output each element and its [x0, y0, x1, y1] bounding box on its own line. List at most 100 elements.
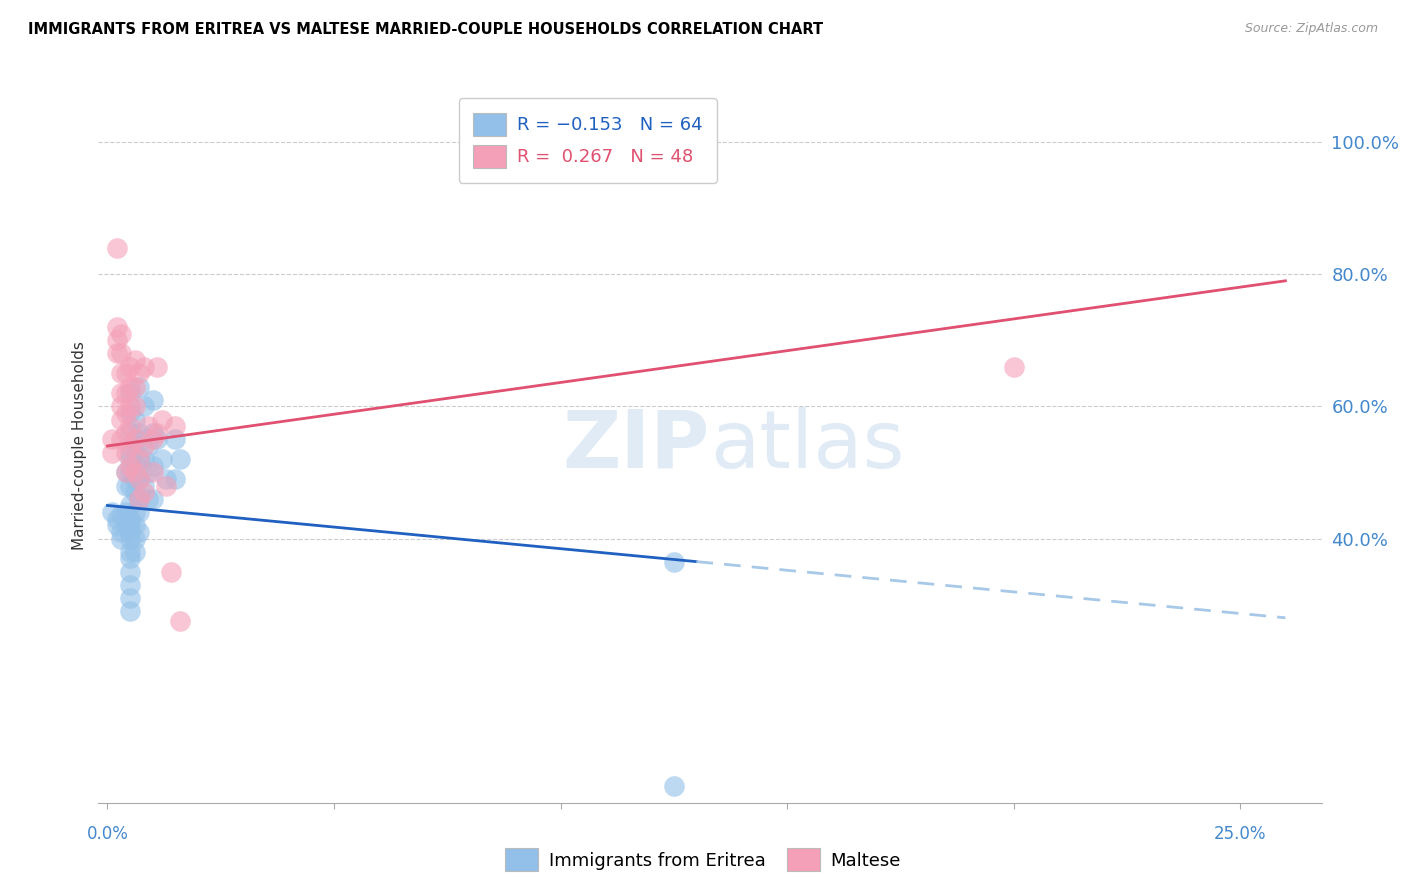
Point: [124, 353, 146, 368]
Point: [142, 433, 165, 447]
Point: [120, 604, 142, 618]
Legend: Immigrants from Eritrea, Maltese: Immigrants from Eritrea, Maltese: [498, 841, 908, 879]
Point: [136, 491, 159, 506]
Point: [105, 511, 128, 525]
Point: [132, 439, 155, 453]
Point: [124, 433, 146, 447]
Point: [132, 359, 155, 374]
Point: [128, 524, 150, 539]
Point: [120, 452, 142, 467]
Point: [114, 466, 136, 480]
Point: [120, 478, 142, 492]
Point: [110, 326, 132, 341]
Text: ZIP: ZIP: [562, 407, 710, 485]
Point: [165, 433, 187, 447]
Point: [124, 458, 146, 473]
Point: [128, 452, 150, 467]
Point: [128, 491, 150, 506]
Point: [120, 386, 142, 401]
Point: [142, 466, 165, 480]
Point: [136, 466, 159, 480]
Point: [110, 532, 132, 546]
Point: [120, 518, 142, 533]
Point: [128, 472, 150, 486]
Point: [1002, 359, 1025, 374]
Point: [128, 379, 150, 393]
Point: [114, 386, 136, 401]
Legend: R = −0.153   N = 64, R =  0.267   N = 48: R = −0.153 N = 64, R = 0.267 N = 48: [458, 98, 717, 183]
Point: [124, 412, 146, 426]
Point: [132, 400, 155, 414]
Point: [124, 485, 146, 500]
Point: [150, 452, 173, 467]
Point: [124, 505, 146, 519]
Point: [120, 545, 142, 559]
Point: [124, 545, 146, 559]
Point: [110, 524, 132, 539]
Point: [105, 333, 128, 347]
Point: [136, 419, 159, 434]
Point: [114, 367, 136, 381]
Point: [132, 452, 155, 467]
Point: [114, 505, 136, 519]
Point: [155, 472, 177, 486]
Point: [120, 425, 142, 440]
Point: [124, 518, 146, 533]
Point: [110, 508, 132, 523]
Point: [120, 379, 142, 393]
Point: [128, 425, 150, 440]
Point: [124, 379, 146, 393]
Point: [120, 499, 142, 513]
Point: [124, 400, 146, 414]
Point: [114, 425, 136, 440]
Point: [120, 439, 142, 453]
Y-axis label: Married-couple Households: Married-couple Households: [72, 342, 87, 550]
Point: [114, 478, 136, 492]
Point: [105, 241, 128, 255]
Point: [110, 412, 132, 426]
Point: [120, 565, 142, 579]
Point: [120, 419, 142, 434]
Point: [120, 406, 142, 420]
Point: [146, 433, 169, 447]
Point: [105, 346, 128, 360]
Point: [142, 425, 165, 440]
Point: [662, 555, 685, 569]
Point: [142, 458, 165, 473]
Point: [132, 485, 155, 500]
Text: Source: ZipAtlas.com: Source: ZipAtlas.com: [1244, 22, 1378, 36]
Point: [142, 392, 165, 407]
Point: [120, 532, 142, 546]
Point: [105, 518, 128, 533]
Point: [120, 400, 142, 414]
Point: [128, 452, 150, 467]
Text: atlas: atlas: [710, 407, 904, 485]
Point: [101, 445, 124, 459]
Point: [120, 466, 142, 480]
Point: [110, 386, 132, 401]
Point: [124, 532, 146, 546]
Point: [110, 400, 132, 414]
Point: [114, 445, 136, 459]
Point: [128, 472, 150, 486]
Point: [114, 466, 136, 480]
Point: [124, 472, 146, 486]
Point: [101, 505, 124, 519]
Text: 0.0%: 0.0%: [87, 825, 128, 843]
Point: [155, 478, 177, 492]
Text: IMMIGRANTS FROM ERITREA VS MALTESE MARRIED-COUPLE HOUSEHOLDS CORRELATION CHART: IMMIGRANTS FROM ERITREA VS MALTESE MARRI…: [28, 22, 824, 37]
Point: [120, 458, 142, 473]
Point: [110, 367, 132, 381]
Point: [110, 346, 132, 360]
Point: [120, 511, 142, 525]
Point: [120, 551, 142, 566]
Point: [128, 505, 150, 519]
Point: [128, 367, 150, 381]
Point: [120, 445, 142, 459]
Point: [132, 433, 155, 447]
Point: [101, 433, 124, 447]
Point: [114, 518, 136, 533]
Point: [146, 425, 169, 440]
Point: [124, 445, 146, 459]
Point: [128, 491, 150, 506]
